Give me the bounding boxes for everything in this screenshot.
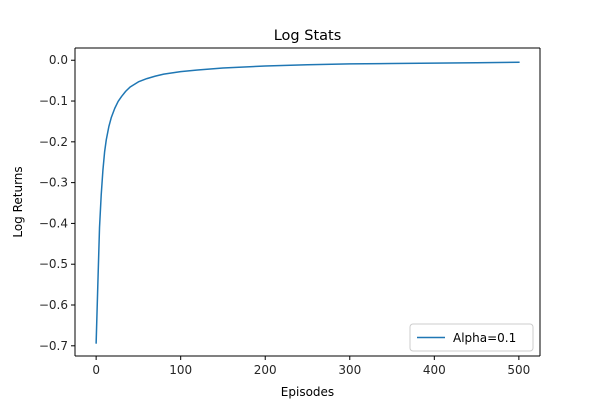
legend: Alpha=0.1 [409,323,534,352]
plot-area [74,47,541,357]
legend-label: Alpha=0.1 [453,331,516,345]
legend-box [409,323,534,352]
series-layer [95,61,520,344]
x-axis-label: Episodes [281,385,334,399]
x-tick-label: 400 [423,363,446,377]
y-tick-label: −0.2 [39,135,68,149]
y-tick-label: −0.3 [39,176,68,190]
series-line [95,61,520,344]
x-tick-label: 300 [338,363,361,377]
y-tick-label: −0.6 [39,298,68,312]
x-axis: 0 100 200 300 400 500 [92,356,530,377]
x-tick-label: 100 [169,363,192,377]
y-axis: 0.0 −0.1 −0.2 −0.3 −0.4 −0.5 −0.6 −0.7 [39,53,75,353]
y-axis-label: Log Returns [11,166,25,237]
x-tick-label: 500 [507,363,530,377]
y-tick-label: −0.4 [39,216,68,230]
y-tick-label: 0.0 [49,53,68,67]
plot-background [75,48,540,356]
y-tick-label: −0.7 [39,339,68,353]
x-tick-label: 200 [254,363,277,377]
y-tick-label: −0.1 [39,94,68,108]
x-tick-label: 0 [92,363,100,377]
y-tick-label: −0.5 [39,257,68,271]
chart-title: Log Stats [274,28,342,44]
